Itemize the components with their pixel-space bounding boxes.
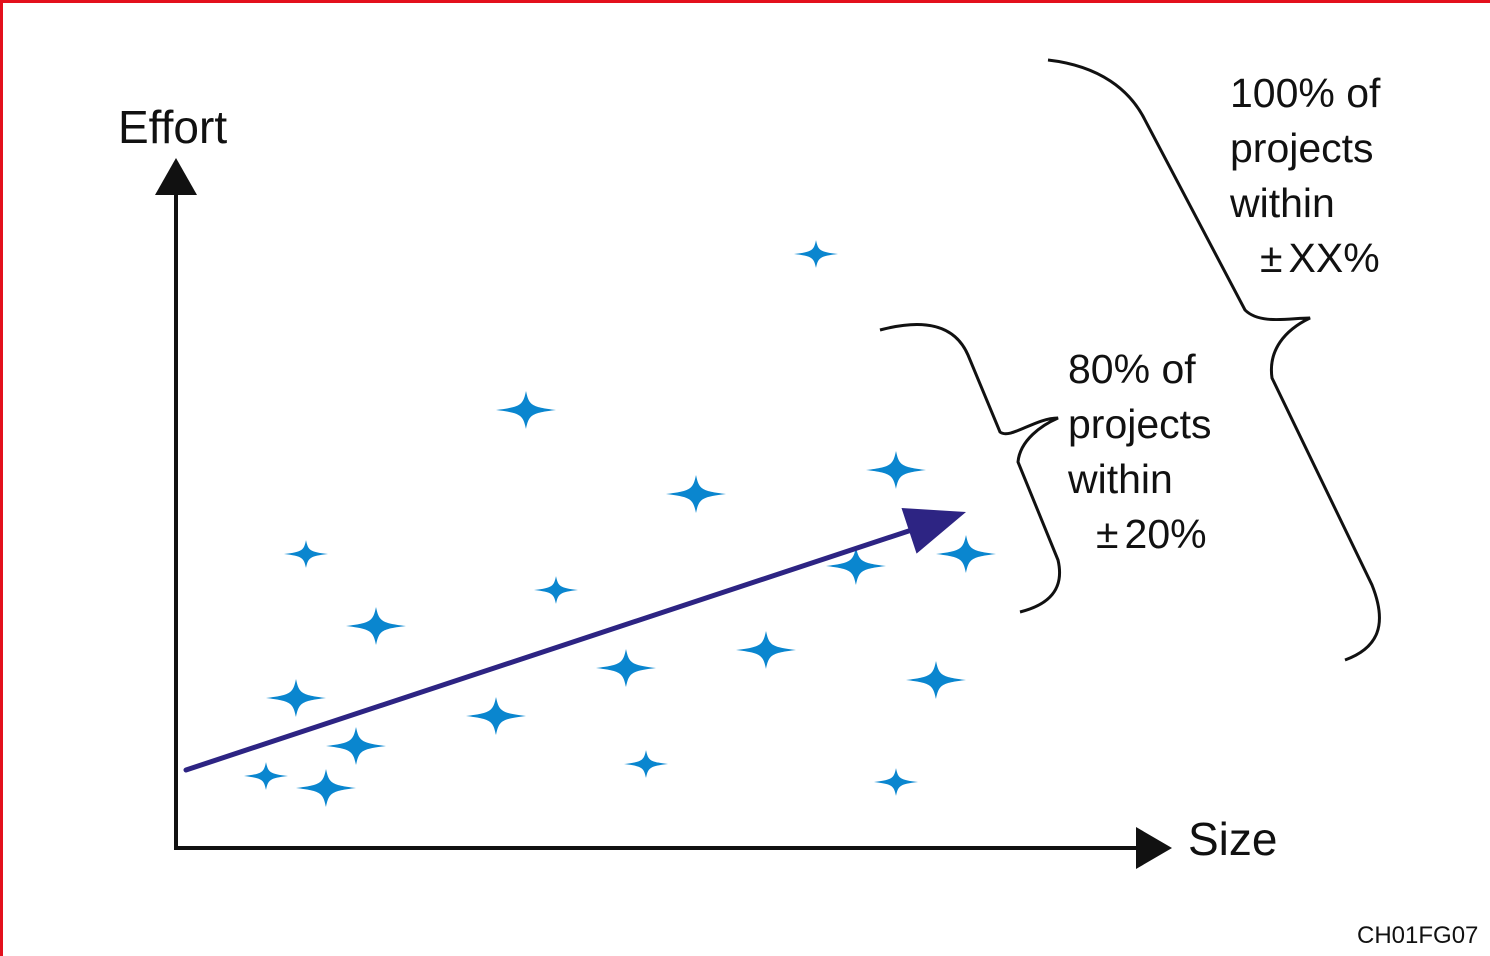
data-point-star [244,762,288,790]
data-point-star [736,631,796,669]
y-axis-label: Effort [118,101,228,153]
data-point-star [346,607,406,645]
x-axis-label: Size [1188,813,1278,865]
plus-minus-sign: ± [1260,235,1283,281]
inner-band-line-1: 80% of [1068,346,1196,392]
inner-band-range: ±20% [1068,507,1212,562]
outer-band-line-2: projects [1230,125,1374,171]
outer-band-annotation: 100% of projects within ± XX% [1230,66,1380,286]
data-point-star [326,727,386,765]
inner-band-value: 20% [1124,511,1207,557]
data-points [244,240,996,807]
data-point-star [906,661,966,699]
data-point-star [266,679,326,717]
trend-line-arrowhead [901,508,966,554]
y-axis-arrowhead [155,158,197,195]
data-point-star [466,697,526,735]
outer-band-range: ± XX% [1230,231,1380,286]
inner-band-annotation: 80% of projects within ±20% [1068,342,1212,562]
outer-band-line-1: 100% of [1230,70,1381,116]
data-point-star [596,649,656,687]
inner-band-brace [879,323,1061,614]
figure-id: CH01FG07 [1357,922,1479,949]
data-point-star [874,768,918,796]
trend-line [183,508,966,773]
data-point-star [666,475,726,513]
data-point-star [284,540,328,568]
plus-minus-sign: ± [1096,511,1119,557]
data-point-star [624,750,668,778]
trend-line-shaft [183,527,916,773]
inner-band-line-3: within [1068,456,1173,502]
data-point-star [794,240,838,268]
inner-band-line-2: projects [1068,401,1212,447]
outer-band-value: XX% [1288,235,1380,281]
data-point-star [936,535,996,573]
x-axis [174,827,1172,869]
data-point-star [296,769,356,807]
data-point-star [496,391,556,429]
outer-band-brace [1047,58,1381,662]
x-axis-arrowhead [1136,827,1172,869]
data-point-star [534,576,578,604]
y-axis [155,158,197,848]
outer-band-line-3: within [1230,180,1335,226]
data-point-star [866,451,926,489]
